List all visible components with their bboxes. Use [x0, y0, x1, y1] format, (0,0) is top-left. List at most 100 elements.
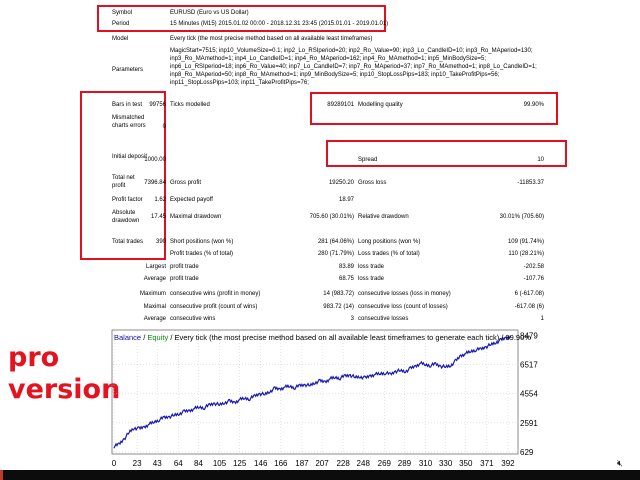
- highlight-left-stats: [80, 91, 166, 260]
- x-tick-label: 125: [233, 459, 247, 468]
- x-tick-label: 269: [378, 459, 392, 468]
- x-tick-label: 23: [133, 459, 142, 468]
- maximum-wins-label: consecutive wins (profit in money): [170, 291, 261, 297]
- average-loss-label: loss trade: [358, 276, 385, 282]
- taskbar: [0, 470, 640, 480]
- parameters-label: Parameters: [112, 67, 144, 73]
- ticks-label: Ticks modelled: [170, 102, 210, 108]
- version-text: version: [8, 374, 121, 405]
- total-trades-value: 390: [155, 239, 166, 245]
- chart-title-rest: / Every tick (the most precise method ba…: [168, 333, 531, 342]
- maximum-wins-value: 14 (983.72): [323, 291, 354, 297]
- speaker-icon[interactable]: 🔇︎: [617, 458, 623, 468]
- gross-profit-value: 19250.20: [328, 180, 354, 186]
- highlight-spread: [326, 140, 567, 167]
- largest-prefix: Largest: [145, 264, 166, 270]
- largest-loss-label: loss trade: [358, 264, 385, 270]
- maximum-prefix: Maximum: [139, 291, 166, 297]
- chart-frame: [111, 329, 519, 455]
- model-value: Every tick (the most precise method base…: [170, 36, 373, 42]
- maximal-drawdown-value: 705.60 (30.01%): [309, 214, 354, 220]
- x-tick-label: 289: [398, 459, 412, 468]
- total-trades-label: Total trades: [112, 239, 144, 245]
- x-tick-label: 166: [274, 459, 288, 468]
- short-positions-value: 281 (64.06%): [317, 239, 354, 245]
- model-label: Model: [112, 36, 129, 42]
- net-profit-label: Total net profit: [112, 175, 135, 189]
- x-tick-label: 371: [480, 459, 494, 468]
- y-tick-label: 6517: [520, 360, 538, 369]
- x-tick-label: 64: [174, 459, 183, 468]
- mismatched-value: 0: [162, 124, 166, 130]
- maximum-losses-label: consecutive losses (loss in money): [358, 291, 451, 297]
- average-consec-losses-label: consecutive losses: [358, 316, 409, 322]
- x-tick-label: 84: [194, 459, 203, 468]
- maximal-prefix: Maximal: [143, 304, 166, 310]
- gross-loss-label: Gross loss: [358, 180, 387, 186]
- y-tick-label: 2591: [520, 419, 538, 428]
- absolute-drawdown-label: Absolute drawdown: [112, 210, 140, 224]
- initial-deposit-value: 1000.00: [144, 157, 166, 163]
- highlight-ticks-quality: [310, 92, 558, 125]
- largest-loss-value: -202.58: [523, 264, 544, 270]
- mismatched-label: Mismatched charts errors: [112, 115, 146, 129]
- maximum-losses-value: 6 (-617.08): [514, 291, 544, 297]
- average-consec-wins-label: consecutive wins: [170, 316, 216, 322]
- maximal-wins-value: 983.72 (14): [323, 304, 354, 310]
- x-tick-label: 146: [254, 459, 268, 468]
- x-tick-label: 207: [315, 459, 329, 468]
- average-prefix: Average: [143, 276, 166, 282]
- x-tick-label: 43: [153, 459, 162, 468]
- chart-title-equity: Equity: [147, 333, 169, 342]
- relative-drawdown-value: 30.01% (705.60): [499, 214, 544, 220]
- maximal-drawdown-label: Maximal drawdown: [170, 214, 222, 220]
- maximal-losses-value: -617.08 (6): [514, 304, 544, 310]
- average-profit-label: profit trade: [170, 276, 199, 282]
- y-tick-label: 629: [520, 448, 534, 457]
- x-tick-label: 310: [419, 459, 433, 468]
- pro-text: pro: [8, 342, 60, 373]
- spread-label: Spread: [358, 157, 378, 163]
- x-tick-label: 330: [439, 459, 453, 468]
- profit-factor-label: Profit factor: [112, 197, 143, 203]
- quality-value: 99.90%: [523, 102, 544, 108]
- y-tick-label: 4554: [520, 390, 538, 399]
- largest-profit-value: 83.89: [338, 264, 354, 270]
- net-profit-value: 7396.84: [144, 180, 166, 186]
- expected-payoff-value: 18.97: [338, 197, 354, 203]
- chart-grid: [113, 331, 517, 453]
- symbol-label: Symbol: [112, 10, 133, 16]
- short-positions-label: Short positions (won %): [170, 239, 234, 245]
- spread-value: 10: [537, 157, 544, 163]
- parameters-value: MagicStart=7515; inp10_VolumeSize=0.1; i…: [170, 48, 537, 86]
- y-axis-ticks: 8479 6517 4554 2591 629: [520, 331, 538, 457]
- gross-profit-label: Gross profit: [170, 180, 202, 186]
- loss-trades-value: 110 (28.21%): [508, 251, 544, 257]
- period-label: Period: [112, 21, 130, 27]
- average-consec-losses-value: 1: [540, 316, 544, 322]
- loss-trades-label: Loss trades (% of total): [358, 251, 420, 257]
- x-tick-label: 248: [357, 459, 371, 468]
- profit-trades-label: Profit trades (% of total): [170, 251, 234, 257]
- x-tick-label: 187: [295, 459, 309, 468]
- absolute-drawdown-value: 17.45: [150, 214, 166, 220]
- x-tick-label: 350: [459, 459, 473, 468]
- x-tick-label: 228: [336, 459, 350, 468]
- profit-trades-value: 280 (71.79%): [317, 251, 354, 257]
- expected-payoff-label: Expected payoff: [170, 197, 213, 203]
- average-consec-prefix: Average: [143, 316, 166, 322]
- pro-version-overlay: pro version: [8, 342, 120, 406]
- taskbar-edge: [0, 470, 3, 480]
- quality-label: Modelling quality: [358, 102, 403, 108]
- long-positions-value: 109 (91.74%): [507, 239, 544, 245]
- average-loss-value: -107.76: [523, 276, 544, 282]
- average-profit-value: 68.75: [338, 276, 354, 282]
- chart-title: Balance / Equity / Every tick (the most …: [114, 333, 531, 342]
- y-tick-label: 8479: [520, 331, 538, 340]
- x-tick-label: 392: [501, 459, 515, 468]
- maximal-losses-label: consecutive loss (count of losses): [358, 304, 448, 310]
- symbol-value: EURUSD (Euro vs US Dollar): [170, 10, 249, 16]
- x-tick-label: 105: [213, 459, 227, 468]
- average-consec-wins-value: 3: [350, 316, 354, 322]
